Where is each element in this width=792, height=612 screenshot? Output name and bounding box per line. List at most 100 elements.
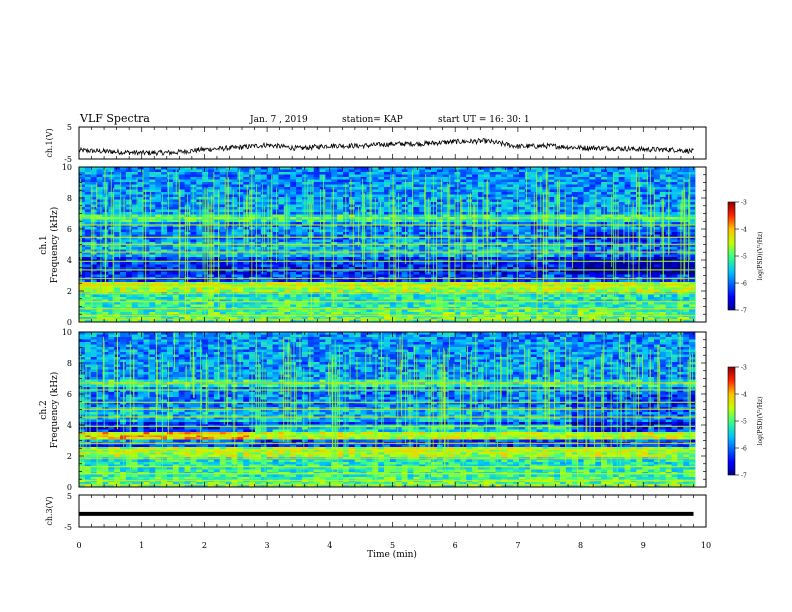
- spectrogram-cell: [178, 202, 185, 205]
- spectrogram-cell: [407, 224, 414, 228]
- spectrogram-cell: [143, 249, 150, 253]
- spectrogram-cell: [360, 187, 367, 190]
- spectrogram-cell: [155, 169, 162, 173]
- spectrogram-cell: [125, 252, 133, 255]
- spectrogram-cell: [272, 212, 279, 215]
- spectrogram-cell: [296, 282, 303, 285]
- spectrogram-cell: [577, 219, 584, 223]
- spectrogram-cell: [196, 184, 203, 188]
- spectrogram-cell: [513, 239, 520, 243]
- spectrogram-cell: [337, 272, 344, 275]
- spectrogram-cell: [143, 262, 150, 265]
- spectrogram-cell: [301, 252, 309, 255]
- spectrogram-cell: [348, 244, 356, 248]
- spectrogram-cell: [172, 279, 180, 283]
- spectrogram-cell: [642, 182, 649, 185]
- spectrogram-cell: [155, 242, 162, 245]
- spectrogram-cell: [536, 194, 543, 198]
- spectrogram-cell: [466, 212, 473, 215]
- spectrogram-cell: [642, 224, 649, 228]
- spectrogram-cell: [260, 249, 268, 253]
- spectrogram-cell: [595, 234, 602, 238]
- spectrogram-cell: [143, 172, 150, 175]
- spectrogram-cell: [607, 207, 614, 210]
- spectrogram-cell: [477, 207, 485, 210]
- spectrogram-cell: [653, 272, 661, 275]
- spectrogram-cell: [589, 224, 596, 228]
- spectrogram-cell: [407, 257, 414, 260]
- spectrogram-cell: [436, 279, 444, 283]
- spectrogram-cell: [407, 179, 414, 183]
- spectrogram-cell: [636, 167, 643, 170]
- spectrogram-cell: [472, 187, 479, 190]
- spectrogram-cell: [466, 187, 473, 190]
- spectrogram-cell: [313, 279, 320, 283]
- spectrogram-cell: [348, 204, 356, 208]
- spectrogram-cell: [137, 194, 144, 198]
- spectrogram-cell: [161, 272, 168, 275]
- spectrogram-cell: [648, 192, 655, 195]
- spectrogram-cell: [278, 239, 285, 243]
- spectrogram-cell: [284, 262, 291, 265]
- spectrogram-cell: [618, 267, 625, 270]
- spectrogram-cell: [290, 267, 297, 270]
- spectrogram-cell: [513, 167, 520, 170]
- spectrogram-cell: [442, 244, 449, 248]
- spectrogram-cell: [290, 182, 297, 185]
- spectrogram-cell: [401, 249, 408, 253]
- spectrogram-cell: [266, 199, 273, 203]
- spectrogram-cell: [477, 257, 485, 260]
- spectrogram-cell: [290, 192, 297, 195]
- spectrogram-cell: [167, 207, 174, 210]
- spectrogram-cell: [460, 219, 467, 223]
- spectrogram-cell: [425, 187, 432, 190]
- spectrogram-cell: [536, 242, 543, 245]
- spectrogram-cell: [131, 187, 139, 190]
- spectrogram-cell: [255, 172, 262, 175]
- spectrogram-cell: [401, 207, 408, 210]
- spectrogram-cell: [266, 247, 273, 250]
- spectrogram-cell: [102, 169, 109, 173]
- spectrogram-cell: [477, 267, 485, 270]
- spectrogram-cell: [395, 189, 403, 193]
- spectrogram-cell: [137, 219, 144, 223]
- spectrogram-cell: [307, 167, 315, 170]
- spectrogram-cell: [571, 267, 579, 270]
- spectrogram-cell: [125, 237, 133, 240]
- spectrogram-cell: [266, 194, 273, 198]
- spectrogram-cell: [319, 224, 326, 228]
- spectrogram-cell: [337, 219, 344, 223]
- spectrogram-cell: [495, 184, 502, 188]
- spectrogram-cell: [225, 227, 232, 230]
- spectrogram-cell: [149, 199, 156, 203]
- spectrogram-cell: [243, 169, 250, 173]
- spectrogram-cell: [472, 182, 479, 185]
- spectrogram-cell: [607, 222, 614, 225]
- spectrogram-cell: [489, 182, 496, 185]
- spectrogram-cell: [319, 282, 326, 285]
- spectrogram-cell: [161, 219, 168, 223]
- spectrogram-cell: [477, 234, 485, 238]
- spectrogram-cell: [431, 177, 438, 180]
- spectrogram-cell: [84, 207, 92, 210]
- spectrogram-cell: [630, 167, 637, 170]
- spectrogram-cell: [560, 232, 567, 235]
- spectrogram-cell: [102, 187, 109, 190]
- spectrogram-cell: [642, 202, 649, 205]
- spectrogram-cell: [149, 177, 156, 180]
- spectrogram-cell: [401, 194, 408, 198]
- spectrogram-cell: [79, 279, 86, 283]
- spectrogram-cell: [213, 184, 221, 188]
- spectrogram-cell: [501, 209, 508, 213]
- spectrogram-cell: [225, 269, 232, 273]
- spectrogram-cell: [618, 187, 625, 190]
- spectrogram-cell: [419, 192, 426, 195]
- spectrogram-cell: [120, 167, 127, 170]
- spectrogram-cell: [630, 177, 637, 180]
- spectrogram-cell: [431, 244, 438, 248]
- spectrogram-cell: [137, 234, 144, 238]
- spectrogram-cell: [167, 179, 174, 183]
- spectrogram-cell: [460, 199, 467, 203]
- spectrogram-cell: [583, 222, 590, 225]
- spectrogram-cell: [419, 209, 426, 213]
